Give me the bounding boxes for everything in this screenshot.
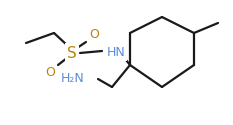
Text: O: O — [89, 28, 99, 42]
Text: O: O — [45, 66, 55, 80]
Text: H₂N: H₂N — [60, 72, 84, 86]
Text: S: S — [67, 46, 77, 60]
Text: HN: HN — [107, 46, 125, 60]
